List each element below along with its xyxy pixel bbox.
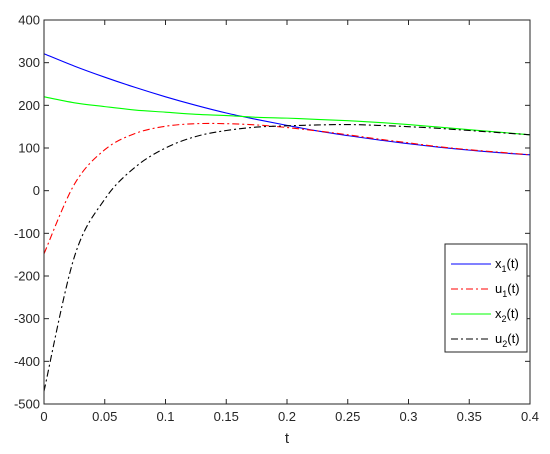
y-tick-label: -100 [14,226,40,241]
legend-box [444,243,528,353]
y-tick-label: -500 [14,397,40,412]
x-tick-label: 0.35 [457,409,482,424]
x-tick-label: 0 [40,409,47,424]
series-line-u1 [43,122,531,255]
x-tick-label: 0.1 [156,409,174,424]
series-line-u2 [43,123,531,392]
legend-label-u2: u2(t) [495,331,520,349]
series-line-x2 [43,96,531,136]
x-tick-label: 0.4 [521,409,539,424]
x-tick-label: 0.3 [399,409,417,424]
y-tick-label: 100 [18,141,40,156]
legend-label-x2: x2(t) [495,306,519,324]
series-layer [43,53,531,392]
y-tick-label: 200 [18,98,40,113]
y-tick-label: 0 [33,183,40,198]
x-tick-label: 0.25 [335,409,360,424]
legend-label-u1: u1(t) [495,281,520,299]
y-tick-label: -400 [14,354,40,369]
axis-ticks [43,19,531,405]
y-tick-label: -200 [14,269,40,284]
legend-label-x1: x1(t) [495,256,519,274]
y-tick-label: 400 [18,13,40,28]
y-tick-label: -300 [14,311,40,326]
y-tick-label: 300 [18,55,40,70]
x-axis-title: t [285,430,290,447]
x-tick-label: 0.2 [278,409,296,424]
series-line-x1 [43,53,531,156]
x-tick-label: 0.15 [214,409,239,424]
legend: x1(t) u1(t) x2(t) u2(t) [444,243,528,353]
x-tick-label: 0.05 [92,409,117,424]
tick-labels: 0 0.05 0.1 0.15 0.2 0.25 0.3 0.35 0.4 -500 -400 -30… [14,13,539,425]
